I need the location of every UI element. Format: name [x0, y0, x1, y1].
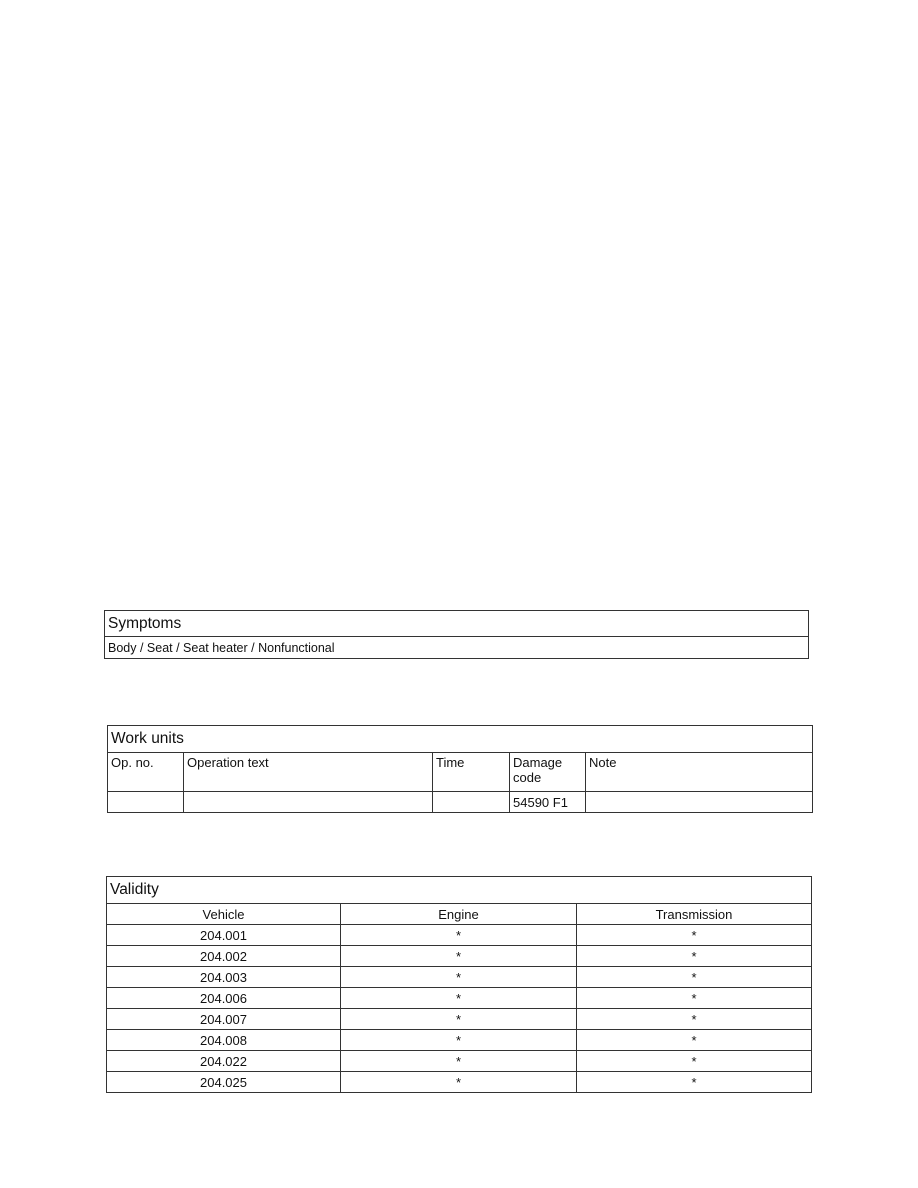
cell-engine: *	[340, 1029, 577, 1051]
cell-engine: *	[340, 1050, 577, 1072]
cell-vehicle: 204.002	[106, 945, 341, 967]
cell-vehicle: 204.025	[106, 1071, 341, 1093]
cell-engine: *	[340, 945, 577, 967]
symptoms-table: Symptoms Body / Seat / Seat heater / Non…	[104, 610, 809, 659]
table-row: 204.006 * *	[106, 987, 812, 1009]
cell-vehicle: 204.006	[106, 987, 341, 1009]
cell-note	[584, 791, 814, 813]
cell-transmission: *	[576, 987, 812, 1009]
validity-title: Validity	[106, 876, 812, 904]
header-operation-text: Operation text	[183, 752, 433, 792]
cell-transmission: *	[576, 1071, 812, 1093]
cell-vehicle: 204.003	[106, 966, 341, 988]
cell-transmission: *	[576, 1008, 812, 1030]
work-units-table: Work units Op. no. Operation text Time D…	[106, 725, 814, 813]
cell-vehicle: 204.007	[106, 1008, 341, 1030]
cell-engine: *	[340, 924, 577, 946]
cell-transmission: *	[576, 945, 812, 967]
cell-vehicle: 204.008	[106, 1029, 341, 1051]
cell-time	[432, 791, 510, 813]
cell-vehicle: 204.022	[106, 1050, 341, 1072]
cell-engine: *	[340, 1071, 577, 1093]
header-vehicle: Vehicle	[106, 903, 341, 925]
table-row: 204.007 * *	[106, 1008, 812, 1030]
header-op-no: Op. no.	[107, 752, 184, 792]
table-row: 204.002 * *	[106, 945, 812, 967]
symptoms-title: Symptoms	[104, 610, 809, 637]
header-time: Time	[432, 752, 510, 792]
cell-transmission: *	[576, 1050, 812, 1072]
cell-transmission: *	[576, 924, 812, 946]
work-units-title: Work units	[106, 725, 814, 753]
header-transmission: Transmission	[576, 903, 812, 925]
header-damage-code: Damage code	[509, 752, 586, 792]
cell-operation-text	[183, 791, 433, 813]
symptoms-value: Body / Seat / Seat heater / Nonfunctiona…	[104, 636, 809, 659]
cell-transmission: *	[576, 1029, 812, 1051]
cell-vehicle: 204.001	[106, 924, 341, 946]
validity-table: Validity Vehicle Engine Transmission 204…	[106, 876, 812, 1093]
cell-op-no	[107, 791, 184, 813]
cell-damage-code: 54590 F1	[509, 791, 586, 813]
cell-transmission: *	[576, 966, 812, 988]
table-row: 204.001 * *	[106, 924, 812, 946]
cell-engine: *	[340, 966, 577, 988]
table-row: 204.025 * *	[106, 1071, 812, 1093]
header-note: Note	[584, 752, 814, 792]
table-row: 204.022 * *	[106, 1050, 812, 1072]
cell-engine: *	[340, 1008, 577, 1030]
table-row: 204.003 * *	[106, 966, 812, 988]
cell-engine: *	[340, 987, 577, 1009]
table-row: 54590 F1	[107, 791, 814, 813]
table-row: 204.008 * *	[106, 1029, 812, 1051]
header-engine: Engine	[340, 903, 577, 925]
